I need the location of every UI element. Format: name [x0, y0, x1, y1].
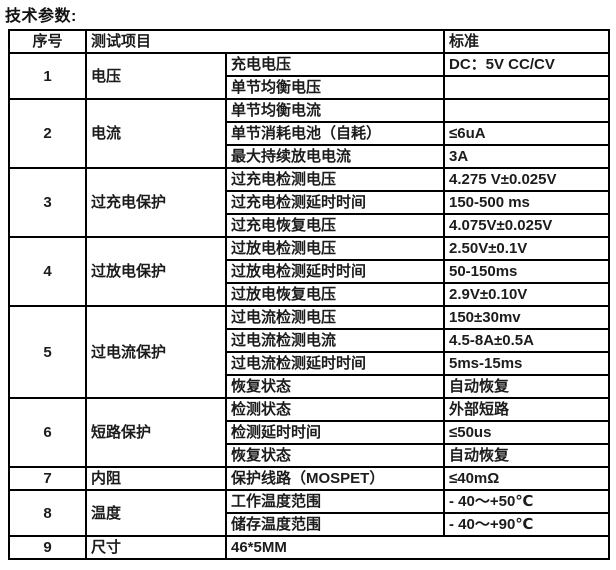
- test-sub-item: 恢复状态: [225, 443, 445, 468]
- table-row: 7 内阻 保护线路（MOSPET） ≤40mΩ: [8, 466, 610, 491]
- test-sub-item: 过放电恢复电压: [225, 282, 445, 307]
- row-number: 4: [8, 236, 87, 307]
- test-sub-item: 过充电恢复电压: [225, 213, 445, 238]
- standard-value: [443, 98, 610, 123]
- standard-value: 3A: [443, 144, 610, 169]
- test-sub-item: 储存温度范围: [225, 512, 445, 537]
- test-sub-item: 最大持续放电电流: [225, 144, 445, 169]
- standard-value: 4.075V±0.025V: [443, 213, 610, 238]
- test-sub-item: 工作温度范围: [225, 489, 445, 514]
- standard-value: 150-500 ms: [443, 190, 610, 215]
- test-item-group: 电流: [85, 98, 227, 169]
- table-row: 4 过放电保护 过放电检测电压 2.50V±0.1V: [8, 236, 610, 307]
- standard-value: 4.5-8A±0.5A: [443, 328, 610, 353]
- standard-value: - 40～+90℃: [443, 512, 610, 537]
- spec-table: 序号 测试项目 标准 1 电压 充电电压 DC：5V CC/CV 单节均衡电压 2 电流 单节…: [8, 29, 610, 560]
- table-row: 过电流检测电流 4.5-8A±0.5A: [9, 328, 610, 353]
- test-sub-item: 过电流检测延时时间: [225, 351, 445, 376]
- row-number: 2: [8, 98, 87, 169]
- standard-value: 自动恢复: [443, 443, 610, 468]
- row-number: 7: [8, 466, 87, 491]
- column-header-standard: 标准: [443, 29, 610, 54]
- test-sub-item: 单节均衡电压: [225, 75, 445, 100]
- table-row: 9 尺寸 46*5MM: [8, 535, 610, 560]
- table-row: 过放电恢复电压 2.9V±0.10V: [9, 282, 610, 307]
- test-item-group: 内阻: [85, 466, 227, 491]
- table-row: 单节消耗电池（自耗） ≤6uA: [9, 121, 610, 146]
- column-header-test-item: 测试项目: [85, 29, 445, 54]
- row-number: 5: [8, 305, 87, 399]
- table-row: 3 过充电保护 过充电检测电压 4.275 V±0.025V: [8, 167, 610, 238]
- table-row: 1 电压 充电电压 DC：5V CC/CV: [8, 52, 610, 100]
- test-sub-item: 46*5MM: [225, 535, 610, 560]
- standard-value: 2.9V±0.10V: [443, 282, 610, 307]
- test-sub-item: 恢复状态: [225, 374, 445, 399]
- standard-value: [443, 75, 610, 100]
- standard-value: 150±30mv: [443, 305, 610, 330]
- standard-value: 5ms-15ms: [443, 351, 610, 376]
- test-sub-item: 过电流检测电压: [225, 305, 445, 330]
- test-sub-item: 充电电压: [225, 52, 445, 77]
- test-sub-item: 过电流检测电流: [225, 328, 445, 353]
- test-sub-item: 单节均衡电流: [225, 98, 445, 123]
- row-number: 3: [8, 167, 87, 238]
- table-row: 8 温度 工作温度范围 - 40～+50℃: [8, 489, 610, 537]
- row-number: 8: [8, 489, 87, 537]
- row-number: 9: [8, 535, 87, 560]
- standard-value: DC：5V CC/CV: [443, 52, 610, 77]
- table-row: 6 短路保护 检测状态 外部短路: [8, 397, 610, 468]
- table-row: 恢复状态 自动恢复: [9, 443, 610, 468]
- test-item-group: 过充电保护: [85, 167, 227, 238]
- page-title: 技术参数:: [5, 8, 77, 25]
- standard-value: - 40～+50℃: [443, 489, 610, 514]
- standard-value: 2.50V±0.1V: [443, 236, 610, 261]
- test-sub-item: 过充电检测电压: [225, 167, 445, 192]
- test-item-group: 短路保护: [85, 397, 227, 468]
- table-row: 储存温度范围 - 40～+90℃: [9, 512, 610, 537]
- table-row: 单节均衡电压: [9, 75, 610, 100]
- table-row: 检测延时时间 ≤50us: [9, 420, 610, 445]
- table-row: 过电流检测延时时间 5ms-15ms: [9, 351, 610, 376]
- column-header-index: 序号: [8, 29, 87, 54]
- test-sub-item: 检测状态: [225, 397, 445, 422]
- test-item-group: 电压: [85, 52, 227, 100]
- spec-table-body: 1 电压 充电电压 DC：5V CC/CV 单节均衡电压 2 电流 单节均衡电流 单节消耗电池（…: [8, 52, 610, 560]
- standard-value: 50-150ms: [443, 259, 610, 284]
- test-item-group: 过放电保护: [85, 236, 227, 307]
- standard-value: 外部短路: [443, 397, 610, 422]
- table-row: 过充电恢复电压 4.075V±0.025V: [9, 213, 610, 238]
- test-sub-item: 过放电检测延时时间: [225, 259, 445, 284]
- table-row: 恢复状态 自动恢复: [9, 374, 610, 399]
- standard-value: ≤6uA: [443, 121, 610, 146]
- table-row: 2 电流 单节均衡电流: [8, 98, 610, 169]
- standard-value: ≤50us: [443, 420, 610, 445]
- test-item-group: 尺寸: [85, 535, 227, 560]
- test-item-group: 过电流保护: [85, 305, 227, 399]
- standard-value: ≤40mΩ: [443, 466, 610, 491]
- test-sub-item: 检测延时时间: [225, 420, 445, 445]
- table-header-row: 序号 测试项目 标准: [8, 29, 610, 54]
- table-row: 过放电检测延时时间 50-150ms: [9, 259, 610, 284]
- test-sub-item: 过放电检测电压: [225, 236, 445, 261]
- row-number: 1: [8, 52, 87, 100]
- standard-value: 4.275 V±0.025V: [443, 167, 610, 192]
- table-row: 最大持续放电电流 3A: [9, 144, 610, 169]
- test-sub-item: 过充电检测延时时间: [225, 190, 445, 215]
- table-row: 过充电检测延时时间 150-500 ms: [9, 190, 610, 215]
- test-sub-item: 单节消耗电池（自耗）: [225, 121, 445, 146]
- test-item-group: 温度: [85, 489, 227, 537]
- row-number: 6: [8, 397, 87, 468]
- standard-value: 自动恢复: [443, 374, 610, 399]
- table-row: 5 过电流保护 过电流检测电压 150±30mv: [8, 305, 610, 399]
- test-sub-item: 保护线路（MOSPET）: [225, 466, 445, 491]
